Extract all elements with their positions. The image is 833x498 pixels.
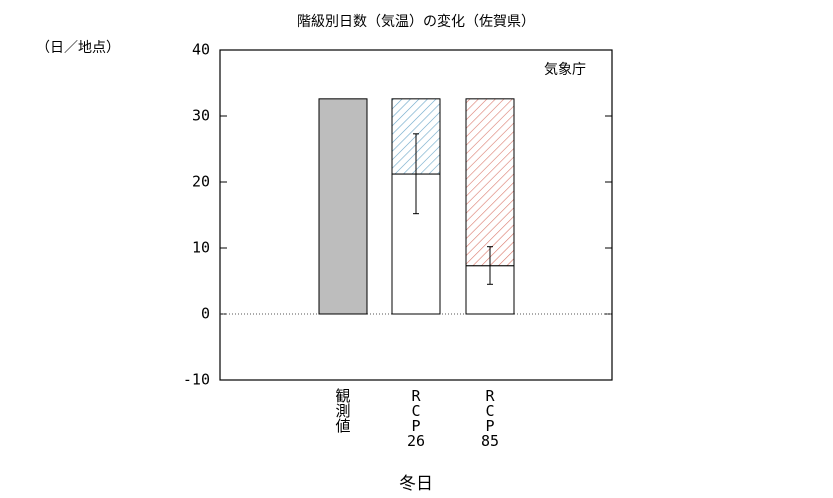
y-tick-label: 0 [201,305,210,323]
y-tick-label: 30 [192,107,210,125]
y-unit-label: （日／地点） [36,40,120,56]
x-tick-label: R C P 26 [407,387,425,450]
x-tick-label: 観測値 [335,387,350,435]
plot-frame [219,49,613,381]
y-tick-label: 40 [192,41,210,59]
bar [318,98,368,315]
y-tick-label: -10 [183,371,210,389]
chart-title: 階級別日数（気温）の変化（佐賀県） [297,13,535,30]
x-axis-label: 冬日 [399,474,433,494]
change-hatch [465,98,515,267]
y-tick-label: 10 [192,239,210,257]
source-label: 気象庁 [544,62,586,78]
y-tick-label: 20 [192,173,210,191]
x-tick-label: R C P 85 [481,387,499,450]
